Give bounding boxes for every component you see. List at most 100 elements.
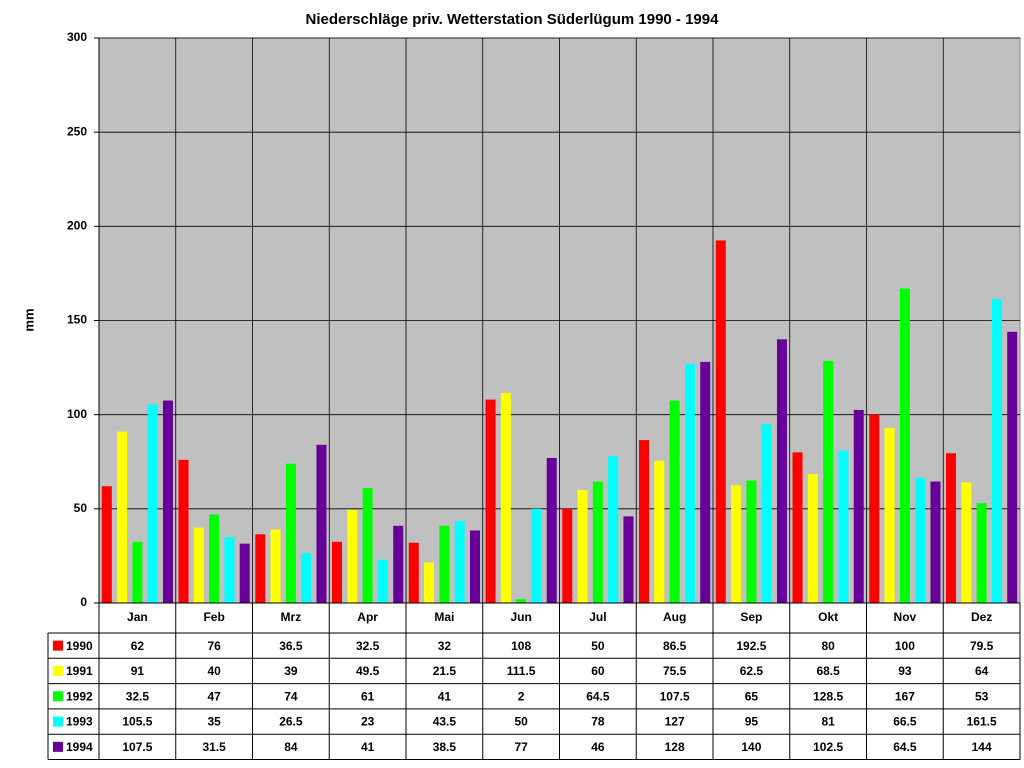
x-tick-label: Mrz (281, 610, 302, 624)
table-value: 93 (898, 664, 912, 678)
bar (270, 529, 281, 603)
table-value: 53 (975, 689, 989, 703)
bar (961, 482, 972, 603)
table-value: 50 (591, 639, 605, 653)
table-value: 66.5 (893, 715, 917, 729)
bar (669, 400, 680, 603)
y-tick-label: 300 (67, 30, 87, 44)
x-tick-label: Dez (971, 610, 992, 624)
table-value: 2 (518, 689, 525, 703)
table-value: 81 (821, 715, 835, 729)
table-value: 105.5 (122, 715, 152, 729)
bar (807, 473, 818, 603)
table-value: 32.5 (126, 689, 150, 703)
bar (639, 440, 650, 603)
x-tick-label: Jun (510, 610, 531, 624)
bar (316, 444, 327, 603)
bar (654, 460, 665, 603)
chart-title: Niederschläge priv. Wetterstation Süderl… (306, 11, 720, 28)
table-value: 21.5 (433, 664, 457, 678)
legend-label: 1991 (66, 664, 93, 678)
table-value: 144 (972, 740, 992, 754)
x-tick-label: Sep (740, 610, 762, 624)
table-value: 102.5 (813, 740, 843, 754)
bar (531, 508, 542, 603)
bar (162, 400, 173, 603)
bar (393, 525, 404, 603)
bar (792, 452, 803, 603)
table-value: 46 (591, 740, 605, 754)
bar (224, 537, 235, 603)
table-value: 74 (284, 689, 298, 703)
y-tick-label: 50 (74, 501, 88, 515)
x-tick-label: Mai (434, 610, 454, 624)
bar (101, 486, 112, 603)
bar (117, 431, 128, 603)
table-value: 127 (665, 715, 685, 729)
table-value: 65 (745, 689, 759, 703)
bar (347, 509, 358, 603)
y-tick-label: 250 (67, 124, 87, 138)
table-value: 32 (438, 639, 452, 653)
bar (562, 508, 573, 603)
table-value: 47 (207, 689, 221, 703)
bar (439, 525, 450, 603)
table-value: 107.5 (660, 689, 690, 703)
bar (500, 393, 511, 603)
x-tick-label: Aug (663, 610, 686, 624)
table-value: 80 (821, 639, 835, 653)
y-tick-label: 200 (67, 219, 87, 233)
table-value: 60 (591, 664, 605, 678)
bar (255, 534, 266, 603)
bar (623, 516, 634, 603)
table-value: 64 (975, 664, 989, 678)
bar (915, 477, 926, 603)
legend-label: 1994 (66, 740, 93, 754)
bar (377, 559, 388, 603)
bar (147, 404, 158, 603)
bar (239, 543, 250, 603)
y-tick-label: 0 (80, 595, 87, 609)
legend-label: 1990 (66, 639, 93, 653)
legend-label: 1993 (66, 715, 93, 729)
table-value: 64.5 (893, 740, 917, 754)
bar (899, 288, 910, 603)
bar (823, 360, 834, 603)
x-tick-label: Nov (894, 610, 917, 624)
table-value: 62.5 (740, 664, 764, 678)
bar (991, 298, 1002, 603)
bar (946, 453, 957, 603)
bar (332, 541, 343, 603)
bar (761, 424, 772, 603)
table-value: 111.5 (507, 664, 536, 678)
bar (209, 514, 220, 603)
table-value: 38.5 (433, 740, 457, 754)
table-value: 61 (361, 689, 375, 703)
bar (838, 450, 849, 603)
table-value: 31.5 (202, 740, 226, 754)
x-tick-label: Feb (203, 610, 224, 624)
bar (684, 363, 695, 603)
table-value: 26.5 (279, 715, 303, 729)
table-value: 128.5 (813, 689, 843, 703)
table-value: 95 (745, 715, 759, 729)
table-value: 100 (895, 639, 915, 653)
table-value: 76 (207, 639, 221, 653)
table-value: 35 (207, 715, 221, 729)
bar (869, 414, 880, 603)
bar (592, 481, 603, 603)
table-value: 50 (514, 715, 528, 729)
table-value: 32.5 (356, 639, 380, 653)
bar (731, 485, 742, 603)
table-value: 84 (284, 740, 298, 754)
table-value: 43.5 (433, 715, 457, 729)
bar (577, 490, 588, 603)
table-value: 161.5 (967, 715, 997, 729)
table-value: 140 (741, 740, 761, 754)
table-value: 78 (591, 715, 605, 729)
bar (700, 361, 711, 603)
table-value: 39 (284, 664, 298, 678)
table-value: 75.5 (663, 664, 687, 678)
bar (930, 481, 941, 603)
